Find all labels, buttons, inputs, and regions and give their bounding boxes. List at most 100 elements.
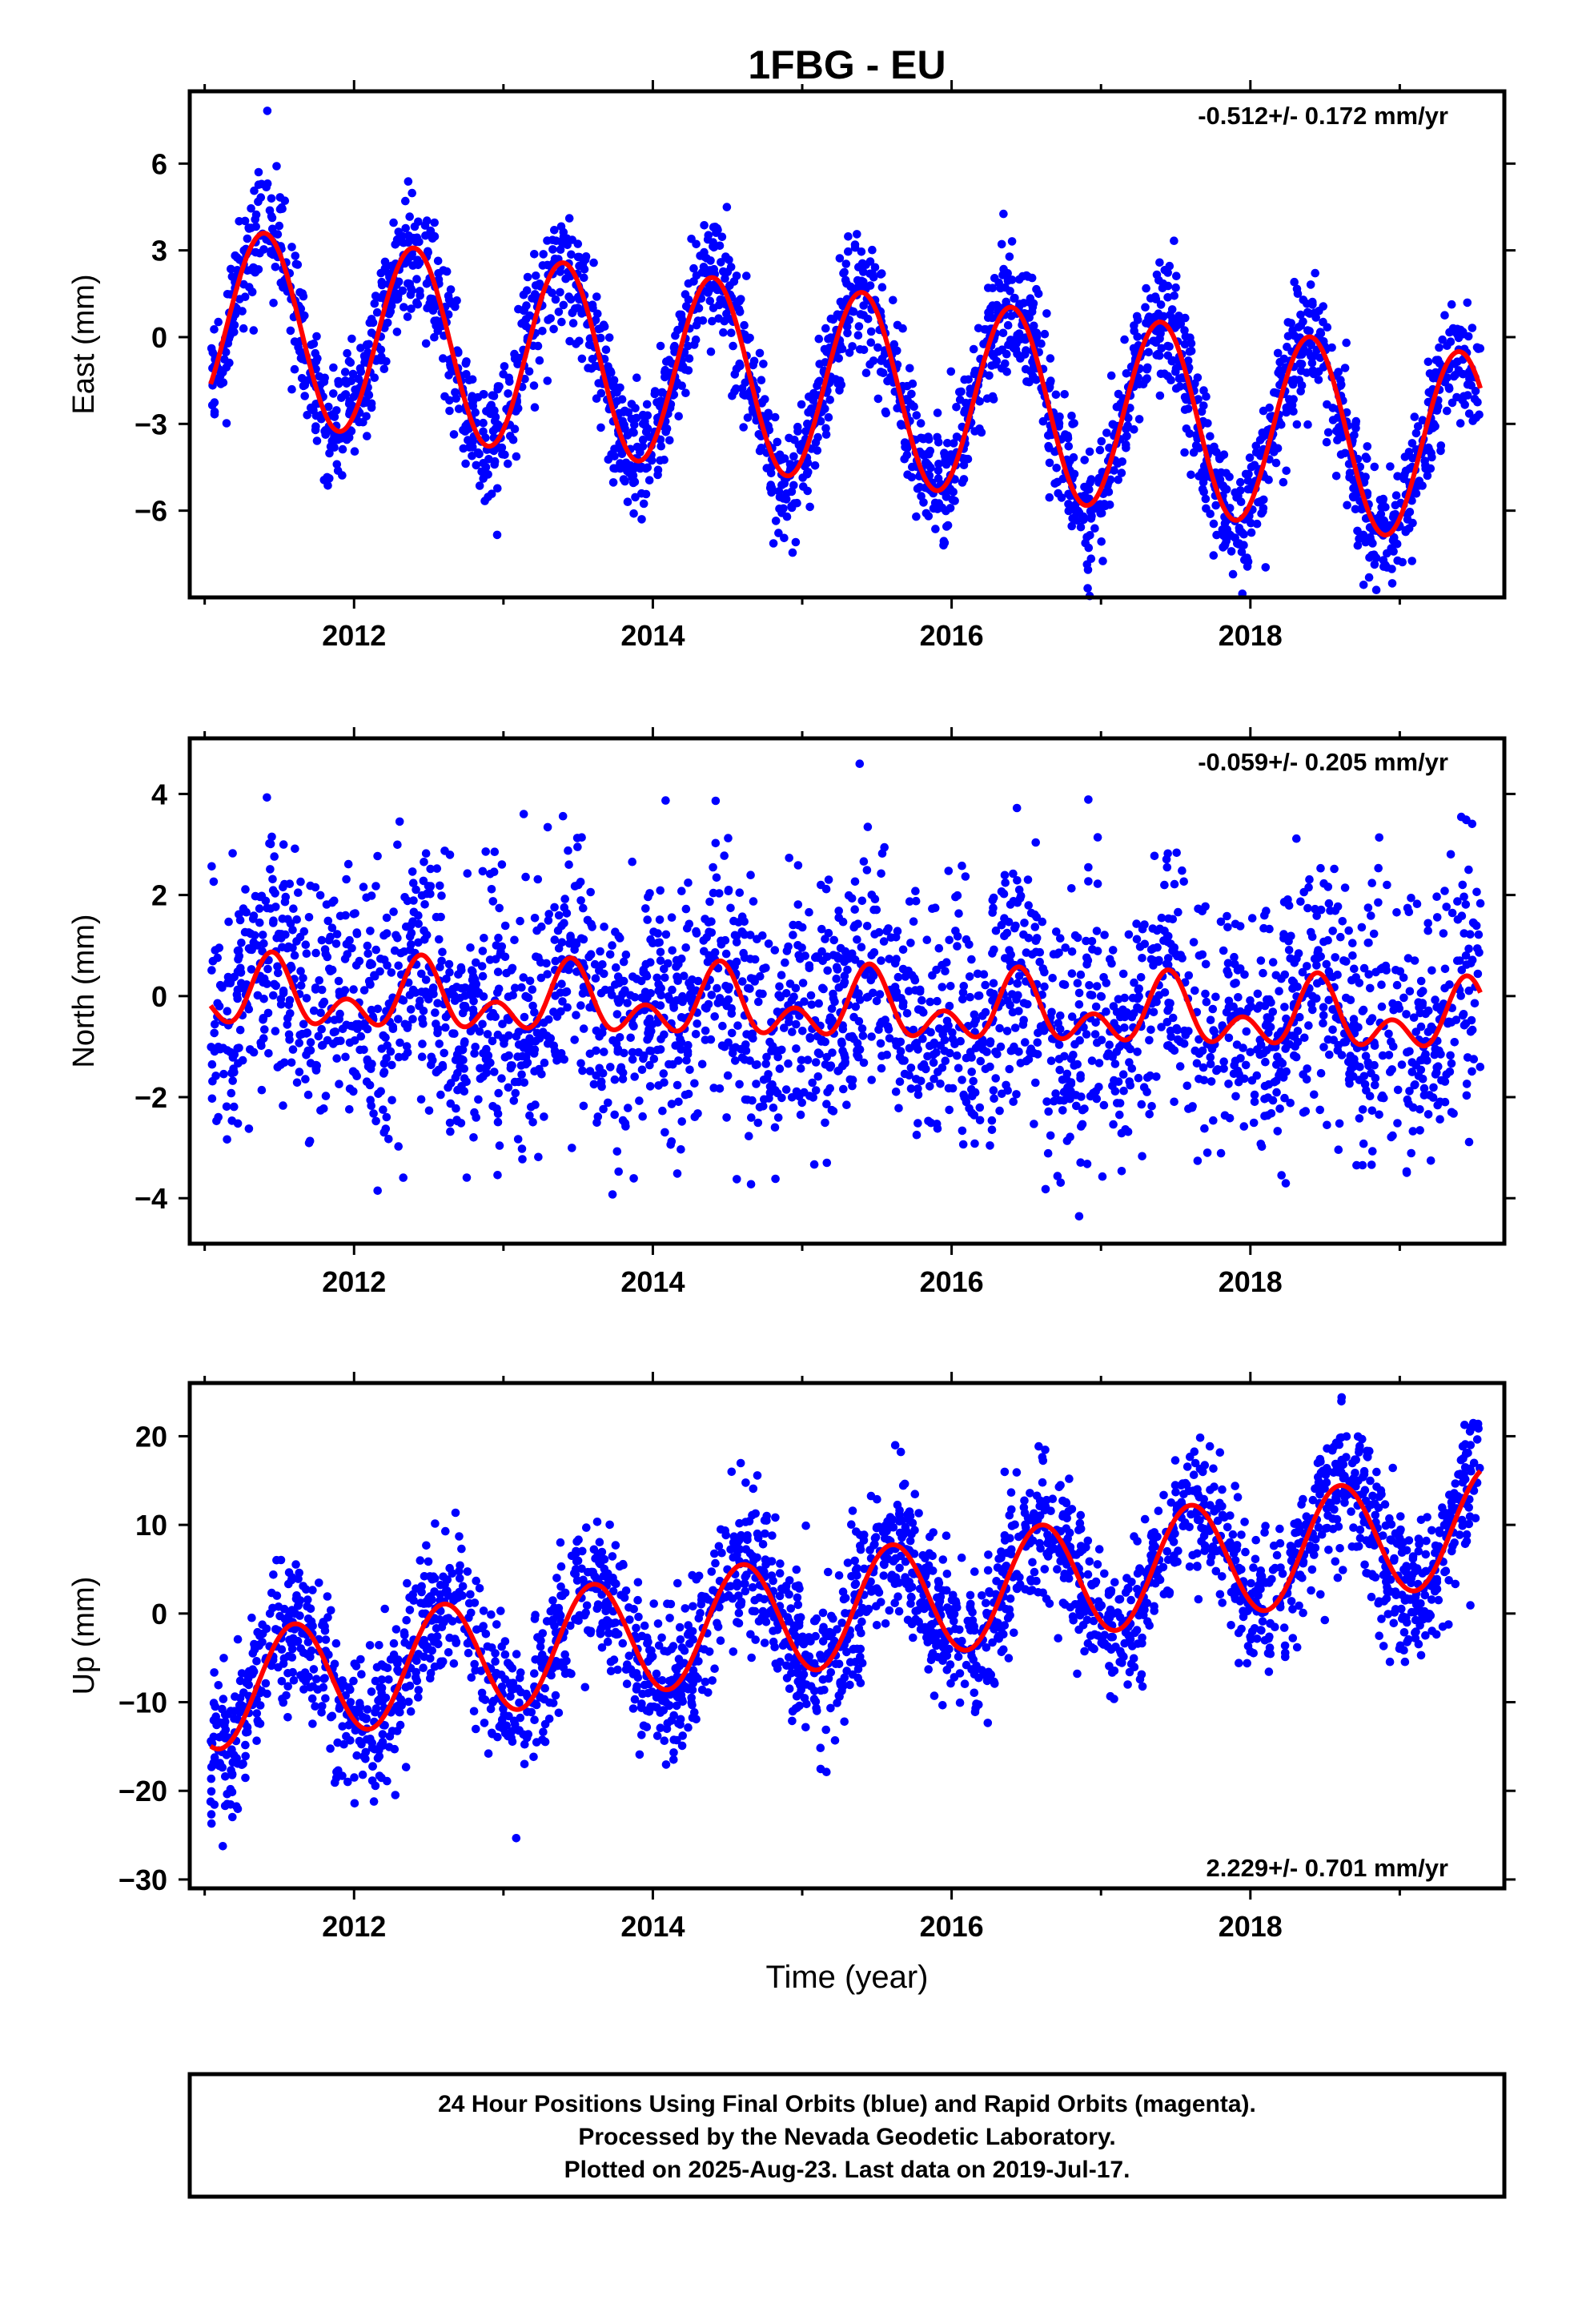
east-data-point — [263, 107, 272, 115]
east-data-point — [861, 368, 871, 378]
north-data-point — [1474, 930, 1484, 939]
east-data-point — [855, 345, 865, 354]
north-data-point — [646, 989, 655, 998]
east-data-point — [959, 475, 969, 484]
east-data-point — [835, 386, 844, 395]
east-data-point — [730, 370, 740, 379]
north-data-point — [647, 1047, 656, 1055]
north-data-point — [1434, 1062, 1443, 1071]
north-data-point — [1419, 1084, 1429, 1093]
north-data-point — [1411, 1027, 1420, 1036]
east-data-point — [1259, 504, 1268, 513]
north-data-point — [956, 1036, 965, 1046]
east-data-point — [383, 318, 392, 328]
east-data-point — [977, 428, 986, 437]
north-data-point — [608, 1190, 617, 1199]
north-data-point — [746, 1180, 756, 1189]
north-data-point — [718, 1021, 727, 1031]
east-data-point — [1166, 376, 1175, 385]
north-data-point — [1125, 1058, 1134, 1067]
north-data-point — [844, 891, 853, 900]
east-data-point — [949, 439, 958, 448]
north-data-point — [1005, 1064, 1014, 1074]
north-data-point — [1435, 1115, 1444, 1124]
north-data-point — [1383, 880, 1391, 890]
north-data-point — [445, 1118, 455, 1128]
north-data-point — [589, 1080, 599, 1089]
north-data-point — [1231, 1092, 1240, 1101]
east-data-point — [231, 251, 240, 260]
east-data-point — [1114, 475, 1122, 485]
north-data-point — [1084, 877, 1093, 886]
north-data-point — [1155, 924, 1164, 934]
north-data-point — [460, 1087, 469, 1096]
east-data-point — [459, 444, 468, 453]
north-data-point — [709, 888, 718, 898]
north-data-point — [693, 1019, 701, 1028]
east-data-point — [344, 356, 354, 366]
north-data-point — [794, 920, 803, 930]
east-data-point — [637, 489, 646, 498]
north-data-point — [777, 1045, 786, 1055]
north-data-point — [1405, 1047, 1414, 1056]
north-data-point — [1264, 1080, 1273, 1089]
north-data-point — [1296, 897, 1305, 907]
east-data-point — [767, 488, 776, 497]
north-data-point — [656, 991, 666, 999]
north-data-point — [668, 985, 677, 995]
north-data-point — [1010, 1023, 1020, 1032]
east-data-point — [548, 245, 557, 254]
east-data-point — [848, 342, 857, 351]
east-data-point — [568, 319, 578, 328]
east-data-point — [985, 371, 994, 380]
north-data-point — [898, 1001, 908, 1011]
north-data-point — [552, 1056, 561, 1065]
north-data-point — [1138, 1152, 1146, 1161]
north-data-point — [487, 885, 496, 894]
north-data-point — [946, 982, 955, 991]
east-data-point — [1010, 336, 1019, 346]
east-data-point — [946, 504, 955, 513]
east-data-point — [1319, 317, 1327, 327]
east-data-point — [991, 360, 1000, 369]
north-data-point — [1084, 862, 1093, 872]
east-data-point — [705, 296, 715, 306]
east-data-point — [797, 400, 806, 409]
north-data-point — [1006, 1046, 1016, 1055]
north-data-point — [417, 1052, 427, 1061]
north-data-point — [500, 921, 510, 931]
east-data-point — [313, 354, 322, 363]
east-data-point — [1359, 581, 1368, 589]
north-data-point — [923, 1051, 932, 1061]
north-data-point — [1365, 1092, 1375, 1100]
east-data-point — [1283, 318, 1293, 327]
east-data-point — [321, 430, 331, 439]
north-data-point — [824, 875, 833, 884]
east-data-point — [1425, 369, 1435, 378]
north-data-point — [1338, 917, 1347, 926]
north-data-point — [1162, 862, 1172, 872]
north-data-point — [1267, 1109, 1276, 1118]
north-data-point — [989, 979, 998, 988]
north-data-point — [859, 1058, 869, 1068]
east-data-point — [863, 315, 873, 324]
east-data-point — [1006, 287, 1014, 296]
north-data-point — [1340, 883, 1350, 892]
north-data-point — [1014, 1007, 1023, 1015]
east-data-point — [1327, 343, 1336, 352]
north-data-point — [1323, 1120, 1331, 1130]
north-data-point — [271, 1027, 280, 1035]
north-data-point — [945, 935, 954, 945]
north-data-point — [649, 927, 658, 936]
north-data-point — [618, 1075, 628, 1084]
north-data-point — [1160, 988, 1170, 997]
east-data-point — [394, 291, 403, 300]
east-data-point — [990, 274, 999, 283]
north-data-point — [1378, 1051, 1387, 1060]
north-data-point — [1219, 946, 1228, 955]
north-data-point — [1450, 1038, 1460, 1047]
east-data-point — [1328, 404, 1338, 412]
north-data-point — [1392, 980, 1402, 990]
north-data-point — [1066, 1132, 1074, 1141]
north-data-point — [283, 1014, 292, 1023]
